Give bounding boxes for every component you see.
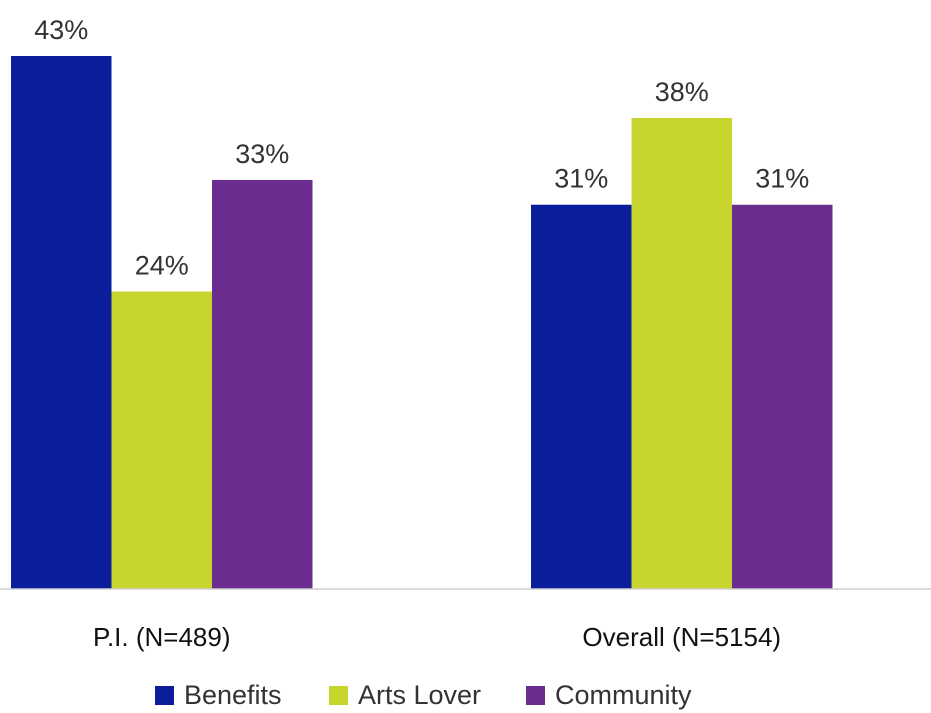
legend-label-benefits: Benefits	[184, 680, 282, 710]
category-label-1: P.I. (N=489)	[93, 622, 231, 652]
bar-community-2	[732, 204, 833, 589]
legend-swatch-community	[526, 686, 545, 705]
legend-label-arts-lover: Arts Lover	[358, 680, 481, 710]
legend-swatch-benefits	[155, 686, 174, 705]
bar-arts-lover-1	[111, 291, 212, 589]
legend-item-arts-lover: Arts Lover	[329, 680, 481, 710]
value-label-arts-lover-2: 38%	[655, 77, 709, 107]
value-label-benefits-1: 43%	[34, 15, 88, 45]
bar-benefits-1	[11, 56, 112, 589]
legend-item-benefits: Benefits	[155, 680, 282, 710]
legend: Benefits Arts Lover Community	[155, 680, 692, 710]
value-labels-group: 43% 24% 33% 31% 38% 31%	[34, 15, 809, 281]
bar-benefits-2	[531, 204, 632, 589]
legend-item-community: Community	[526, 680, 692, 710]
category-label-2: Overall (N=5154)	[582, 622, 781, 652]
value-label-community-2: 31%	[755, 164, 809, 194]
bar-community-1	[212, 179, 313, 589]
bar-arts-lover-2	[631, 117, 732, 589]
value-label-benefits-2: 31%	[554, 164, 608, 194]
category-labels-group: P.I. (N=489) Overall (N=5154)	[93, 622, 781, 652]
value-label-arts-lover-1: 24%	[135, 251, 189, 281]
value-label-community-1: 33%	[235, 139, 289, 169]
legend-swatch-arts-lover	[329, 686, 348, 705]
legend-label-community: Community	[555, 680, 692, 710]
bars-group	[11, 56, 833, 589]
